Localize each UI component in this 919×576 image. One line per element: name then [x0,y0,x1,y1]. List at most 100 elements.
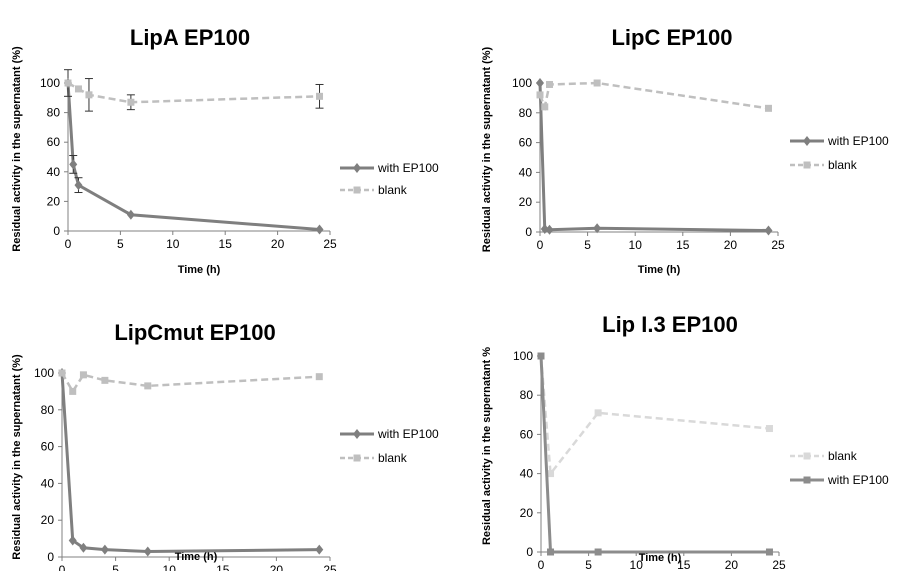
y-tick-label: 40 [41,476,55,490]
series-with-ep100 [536,78,773,236]
legend-marker [803,136,811,146]
y-tick-label: 80 [47,106,61,120]
y-tick-label: 20 [520,506,534,520]
series-blank [58,369,323,395]
x-tick-label: 5 [112,563,119,571]
series-line [67,81,320,104]
legend-label: with EP100 [377,161,439,175]
legend-marker [803,476,811,484]
legend-label: blank [378,183,408,197]
data-point [541,103,549,111]
data-point [764,104,772,112]
data-point [79,542,88,553]
series-line [539,355,770,477]
y-tick-label: 60 [520,427,534,441]
x-tick-label: 10 [630,558,644,571]
data-point [69,387,77,395]
series-with-ep100 [537,352,773,556]
x-tick-label: 5 [584,238,591,252]
legend-entry: blank [790,158,858,172]
data-point [315,373,323,381]
series-line [60,372,320,394]
y-tick-label: 60 [41,440,55,454]
chart-2: LipC EP100 0 20 40 60 80 100 0 5 10 15 20 25 Time (h)… [481,25,889,276]
data-point [546,80,554,88]
series-line [539,355,770,554]
data-point [764,225,773,236]
y-tick-label: 20 [41,513,55,527]
x-axis-label: Time (h) [639,552,682,564]
legend-marker [803,452,811,460]
legend-entry: blank [340,183,408,197]
legend-entry: with EP100 [790,134,889,148]
x-tick-label: 25 [771,238,785,252]
data-point [547,548,555,556]
data-point [316,92,324,100]
data-point [765,425,773,433]
legend-label: blank [828,158,858,172]
x-tick-label: 0 [538,558,545,571]
legend-label: blank [378,451,408,465]
data-point [126,209,135,220]
x-tick-label: 10 [166,237,180,251]
x-tick-label: 15 [677,558,691,571]
series-line [60,372,320,553]
x-tick-label: 15 [676,238,690,252]
legend-label: with EP100 [827,134,889,148]
y-tick-label: 60 [519,136,533,150]
x-tick-label: 10 [163,563,177,571]
chart-3: LipCmut EP100 0 20 40 60 80 100 0 5 10 15 20 25 Time … [11,320,439,576]
y-tick-label: 100 [40,76,60,90]
data-point [69,159,78,170]
data-point [74,85,82,93]
chart-title: LipA EP100 [130,25,250,50]
legend-marker [353,429,361,439]
data-point [594,409,602,417]
y-tick-label: 0 [526,545,533,559]
y-tick-label: 40 [520,467,534,481]
legend-entry: blank [790,449,858,463]
x-tick-label: 20 [270,563,284,571]
x-tick-label: 25 [323,237,337,251]
y-tick-label: 0 [525,225,532,239]
x-tick-label: 25 [323,563,337,571]
series-with-ep100 [58,368,324,557]
y-tick-label: 100 [513,349,533,363]
data-point [545,224,554,235]
x-tick-label: 20 [271,237,285,251]
legend-entry: blank [340,451,408,465]
chart-1: LipA EP100 0 20 40 60 80 100 0 5 10 15 20 25 Time (h)… [11,25,439,276]
data-point [593,223,602,234]
y-tick-label: 40 [519,165,533,179]
data-point [536,78,544,88]
legend-marker [353,454,361,462]
y-tick-label: 0 [47,550,54,564]
data-point [79,371,87,379]
x-tick-label: 15 [219,237,233,251]
legend-label: with EP100 [827,473,889,487]
y-tick-label: 40 [47,165,61,179]
legend-label: blank [828,449,858,463]
y-tick-label: 80 [520,388,534,402]
series-blank [536,79,772,112]
data-point [765,548,773,556]
chart-title: Lip I.3 EP100 [602,312,738,337]
x-tick-label: 0 [65,237,72,251]
data-point [536,91,544,99]
data-point [315,224,324,235]
data-point [547,470,555,478]
data-point [101,376,109,384]
data-point [593,79,601,87]
data-point [594,548,602,556]
legend-label: with EP100 [377,427,439,441]
y-tick-label: 20 [519,195,533,209]
x-tick-label: 0 [537,238,544,252]
data-point [58,369,66,377]
x-tick-label: 5 [585,558,592,571]
chart-4: Lip I.3 EP100 0 20 40 60 80 100 0 5 10 15 20 25 Time … [481,312,889,572]
y-tick-label: 0 [53,224,60,238]
y-axis-label: Residual activity in the supernatant (%) [11,46,23,252]
x-axis-label: Time (h) [178,264,221,276]
